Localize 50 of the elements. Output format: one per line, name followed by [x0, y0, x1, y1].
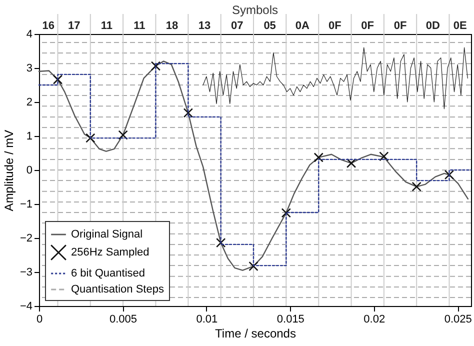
text: 11: [100, 20, 113, 32]
ref-line-label: Quantisation Steps: [71, 284, 164, 296]
legend-label: Original Signal: [71, 228, 143, 240]
point: [346, 158, 356, 168]
text: 07: [231, 20, 244, 32]
text: 05: [264, 20, 276, 32]
x-tick-label: 0.025: [444, 314, 472, 326]
text: 0E: [453, 20, 467, 32]
legend-label: 6 bit Quantised: [71, 268, 145, 280]
text: 16: [42, 20, 54, 32]
point: [281, 208, 291, 218]
x-tick-label: 0.01: [196, 314, 218, 326]
y-tick-label: −2: [20, 232, 32, 244]
y-tick-label: −3: [20, 266, 32, 278]
point: [444, 170, 454, 180]
x-tick-label: 0.02: [364, 314, 386, 326]
point: [150, 61, 161, 71]
text: 0D: [426, 20, 440, 32]
text: 0F: [328, 20, 342, 32]
text: 13: [198, 20, 211, 32]
point: [52, 74, 63, 84]
y-tick-label: −1: [20, 198, 32, 210]
point: [183, 108, 194, 118]
text: 0A: [295, 20, 310, 32]
x2-axis-title: Symbols: [232, 3, 278, 17]
y-tick-label: 1: [26, 130, 32, 142]
y-tick-label: 2: [26, 96, 32, 108]
y-axis-title: Amplitude / mV: [2, 130, 16, 212]
text: 0F: [361, 20, 374, 32]
text: 0F: [394, 20, 407, 32]
point: [248, 261, 258, 272]
y-tick-label: 4: [26, 28, 32, 40]
x-tick-label: 0.015: [276, 314, 304, 326]
x-tick-label: 0: [36, 314, 43, 326]
text: 11: [134, 20, 146, 32]
x-tick-label: 0.005: [109, 314, 137, 326]
legend-label: 256Hz Sampled: [71, 246, 150, 258]
y-tick-label: 0: [26, 164, 32, 176]
point: [379, 152, 389, 162]
line-series: [202, 47, 468, 110]
text: 17: [68, 20, 80, 32]
point: [314, 152, 324, 162]
y-tick-label: 3: [26, 62, 32, 74]
point: [86, 133, 96, 143]
text: 18: [166, 20, 178, 32]
y-tick-label: −4: [20, 300, 32, 312]
point: [412, 182, 422, 192]
point: [216, 238, 226, 248]
x-axis-title: Time / seconds: [215, 326, 296, 340]
point: [118, 130, 128, 140]
